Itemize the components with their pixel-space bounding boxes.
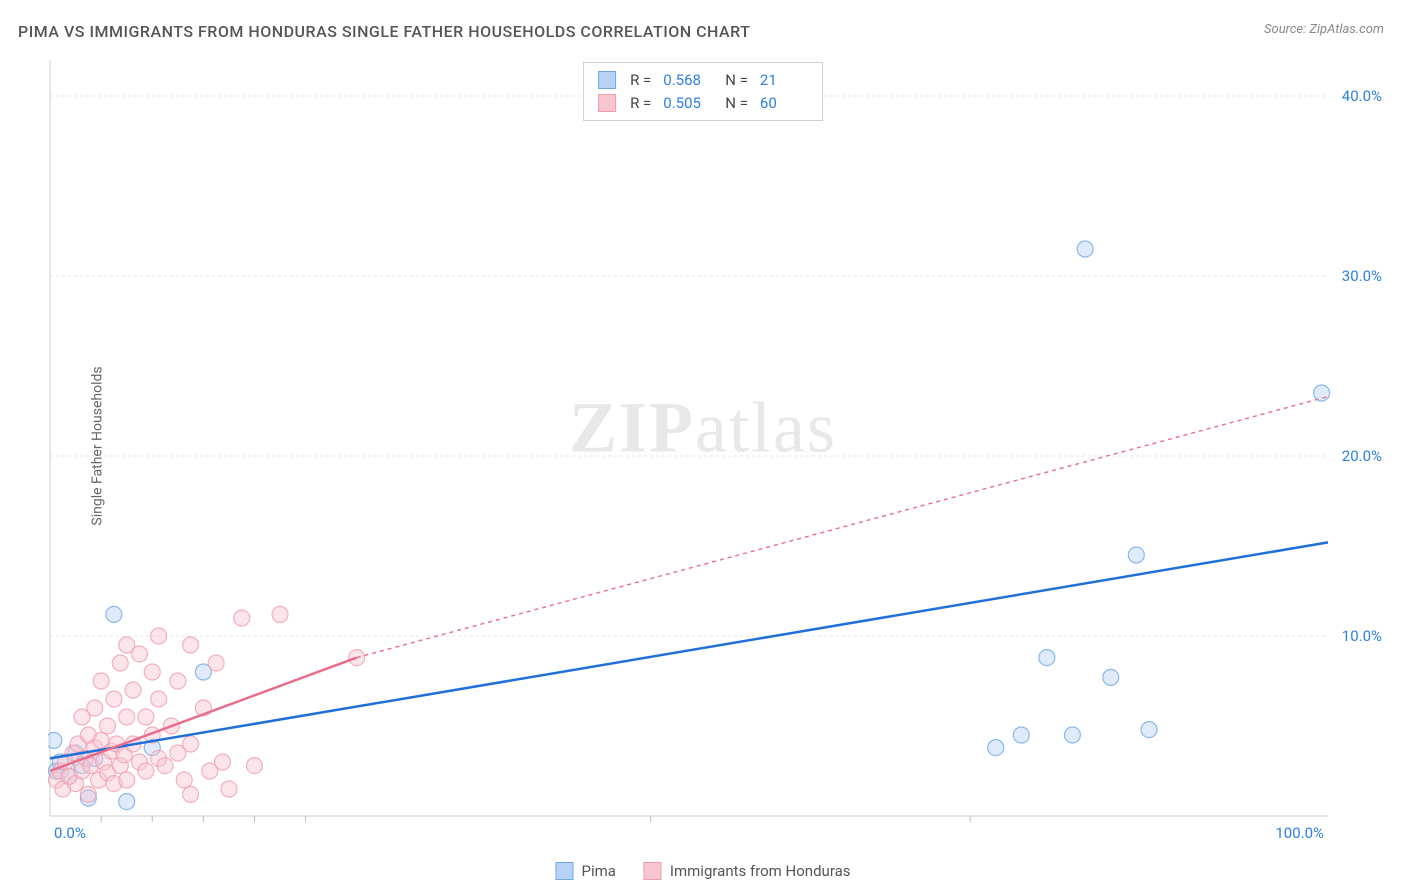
svg-text:30.0%: 30.0% (1342, 267, 1382, 285)
r-label: R = (630, 92, 651, 115)
legend-item-pima: Pima (555, 862, 615, 880)
legend-label-pima: Pima (581, 862, 615, 880)
n-label: N = (725, 69, 748, 92)
svg-text:40.0%: 40.0% (1342, 87, 1382, 105)
legend-row-pima: R = 0.568 N = 21 (598, 69, 808, 92)
svg-text:0.0%: 0.0% (54, 824, 86, 842)
series-legend: Pima Immigrants from Honduras (555, 862, 850, 880)
scatter-plot: 10.0% 20.0% 30.0% 40.0% 0.0% 100.0% (48, 58, 1392, 844)
r-value-honduras: 0.505 (663, 92, 711, 115)
svg-text:20.0%: 20.0% (1342, 447, 1382, 465)
chart-area: 10.0% 20.0% 30.0% 40.0% 0.0% 100.0% (48, 58, 1392, 844)
n-value-pima: 21 (760, 69, 808, 92)
svg-text:10.0%: 10.0% (1342, 627, 1382, 645)
swatch-pima (555, 862, 573, 880)
source-attribution: Source: ZipAtlas.com (1264, 22, 1384, 37)
svg-text:100.0%: 100.0% (1275, 824, 1324, 842)
r-label: R = (630, 69, 651, 92)
swatch-pima (598, 71, 616, 89)
swatch-honduras (598, 94, 616, 112)
legend-row-honduras: R = 0.505 N = 60 (598, 92, 808, 115)
correlation-legend: R = 0.568 N = 21 R = 0.505 N = 60 (583, 62, 823, 121)
n-label: N = (725, 92, 748, 115)
legend-label-honduras: Immigrants from Honduras (670, 862, 851, 880)
chart-title: PIMA VS IMMIGRANTS FROM HONDURAS SINGLE … (18, 22, 750, 41)
n-value-honduras: 60 (760, 92, 808, 115)
r-value-pima: 0.568 (663, 69, 711, 92)
legend-item-honduras: Immigrants from Honduras (644, 862, 851, 880)
swatch-honduras (644, 862, 662, 880)
